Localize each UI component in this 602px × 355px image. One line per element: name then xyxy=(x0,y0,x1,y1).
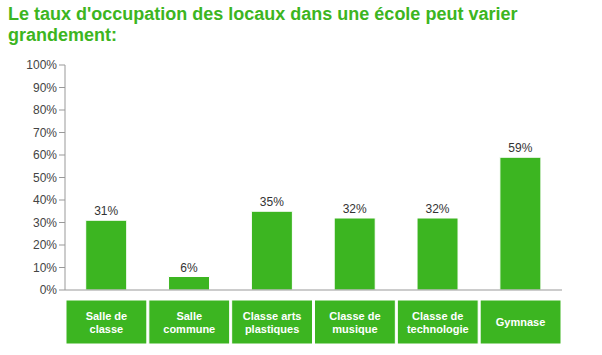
svg-text:70%: 70% xyxy=(33,126,57,140)
svg-text:6%: 6% xyxy=(180,261,198,275)
svg-text:0%: 0% xyxy=(40,283,58,297)
svg-text:31%: 31% xyxy=(94,204,118,218)
svg-text:Salle: Salle xyxy=(176,310,202,322)
svg-text:Classe de: Classe de xyxy=(412,310,463,322)
svg-text:musique: musique xyxy=(332,323,377,335)
svg-text:technologie: technologie xyxy=(407,323,469,335)
svg-text:90%: 90% xyxy=(33,81,57,95)
svg-text:Gymnase: Gymnase xyxy=(496,316,546,328)
svg-text:50%: 50% xyxy=(33,171,57,185)
svg-text:Classe de: Classe de xyxy=(329,310,380,322)
svg-text:Salle de: Salle de xyxy=(86,310,128,322)
svg-text:100%: 100% xyxy=(26,58,57,72)
svg-text:classe: classe xyxy=(90,323,124,335)
svg-text:80%: 80% xyxy=(33,103,57,117)
svg-text:Classe arts: Classe arts xyxy=(243,310,302,322)
svg-text:32%: 32% xyxy=(426,202,450,216)
svg-text:40%: 40% xyxy=(33,193,57,207)
svg-text:32%: 32% xyxy=(343,202,367,216)
html-text:Le taux d'occupation des locau: Le taux d'occupation des locaux dans une… xyxy=(8,4,518,45)
svg-text:35%: 35% xyxy=(260,195,284,209)
svg-text:20%: 20% xyxy=(33,238,57,252)
svg-text:commune: commune xyxy=(163,323,215,335)
svg-text:60%: 60% xyxy=(33,148,57,162)
svg-text:59%: 59% xyxy=(508,141,532,155)
svg-text:30%: 30% xyxy=(33,216,57,230)
svg-text:plastiques: plastiques xyxy=(245,323,299,335)
svg-text:10%: 10% xyxy=(33,261,57,275)
